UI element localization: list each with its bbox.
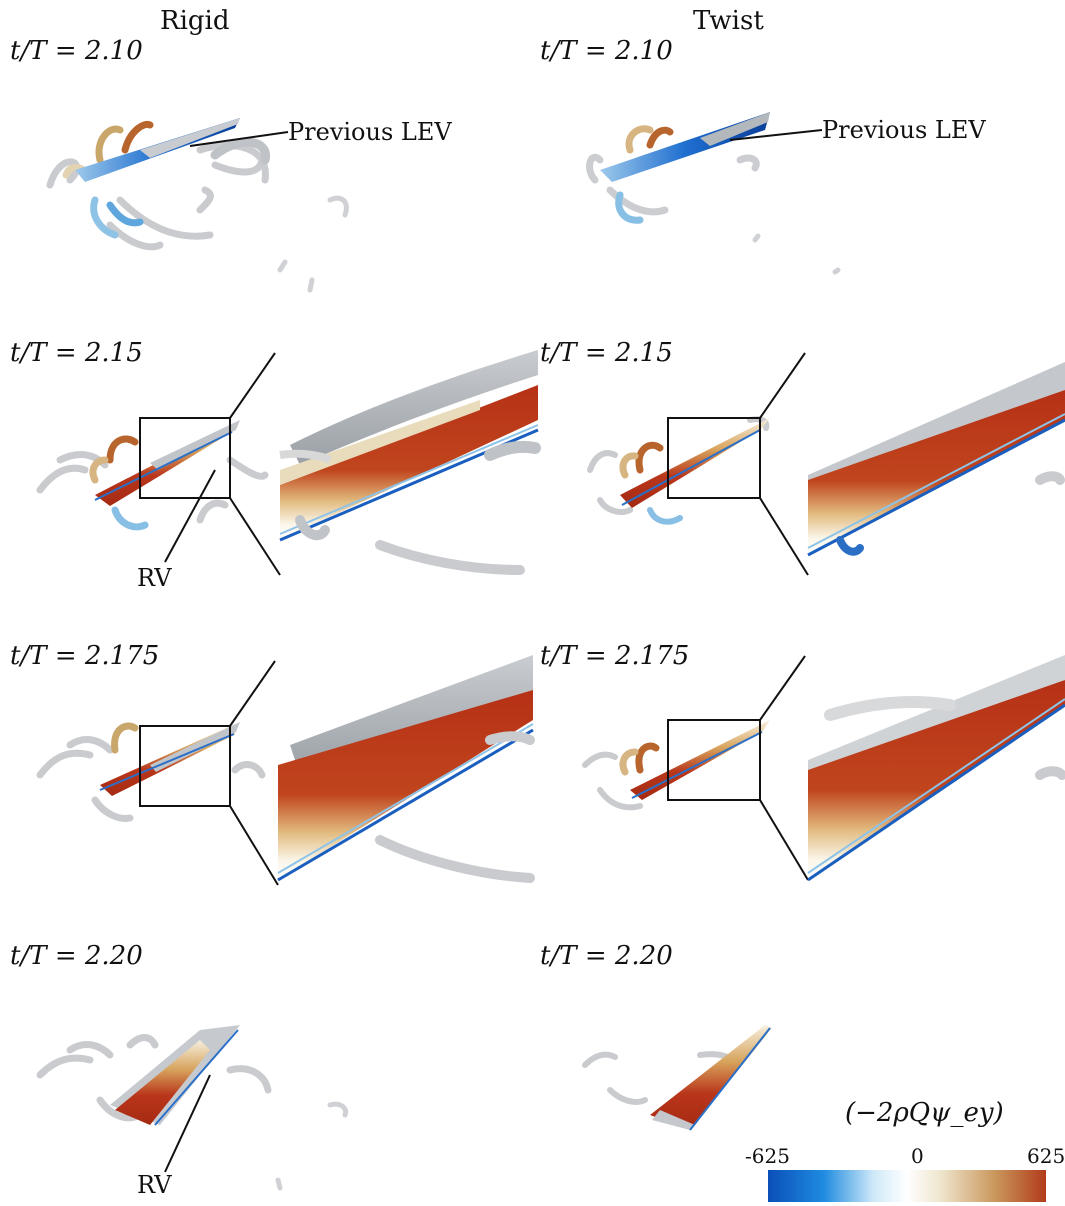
panel-twist-2.20 xyxy=(582,1025,772,1131)
panel-twist-2.10 xyxy=(586,112,770,224)
panel-twist-2.175 xyxy=(582,719,770,811)
zoom-panel-rigid-2.175 xyxy=(277,655,535,883)
time-label-rigid-2: t/T = 2.15 xyxy=(10,338,143,368)
zoom-box-twist-2.175 xyxy=(667,719,761,801)
time-label-rigid-4: t/T = 2.20 xyxy=(10,941,143,971)
panel-rigid-2.20 xyxy=(36,1025,349,1191)
column-title-twist: Twist xyxy=(693,6,764,36)
zoom-panel-twist-2.15 xyxy=(807,362,1065,557)
annotation-previous-lev-rigid: Previous LEV xyxy=(288,118,452,146)
time-label-twist-4: t/T = 2.20 xyxy=(540,941,673,971)
panel-rigid-2.10 xyxy=(46,118,270,251)
panel-rigid-2.15 xyxy=(36,417,269,531)
colorbar-mid-label: 0 xyxy=(911,1144,924,1168)
zoom-panel-rigid-2.15 xyxy=(279,350,541,575)
zoom-box-twist-2.15 xyxy=(667,417,761,499)
time-label-rigid-1: t/T = 2.10 xyxy=(10,36,143,66)
colorbar-min-label: -625 xyxy=(745,1144,790,1168)
zoom-box-rigid-2.15 xyxy=(139,417,231,499)
time-label-twist-3: t/T = 2.175 xyxy=(540,641,690,671)
colorbar xyxy=(768,1170,1046,1202)
panel-twist-2.15 xyxy=(587,416,770,525)
column-title-rigid: Rigid xyxy=(160,6,230,36)
colorbar-max-label: 625 xyxy=(1027,1144,1065,1168)
time-label-twist-1: t/T = 2.10 xyxy=(540,36,673,66)
time-label-twist-2: t/T = 2.15 xyxy=(540,338,673,368)
zoom-box-rigid-2.175 xyxy=(139,725,231,807)
annotation-rv-rigid-2: RV xyxy=(137,564,172,592)
colorbar-title: (−2ρQψ_ey) xyxy=(845,1098,1004,1128)
zoom-panel-twist-2.175 xyxy=(807,655,1065,882)
panel-rigid-2.175 xyxy=(36,722,266,822)
time-label-rigid-3: t/T = 2.175 xyxy=(10,641,160,671)
annotation-rv-rigid-4: RV xyxy=(137,1171,172,1199)
annotation-previous-lev-twist: Previous LEV xyxy=(822,116,986,144)
